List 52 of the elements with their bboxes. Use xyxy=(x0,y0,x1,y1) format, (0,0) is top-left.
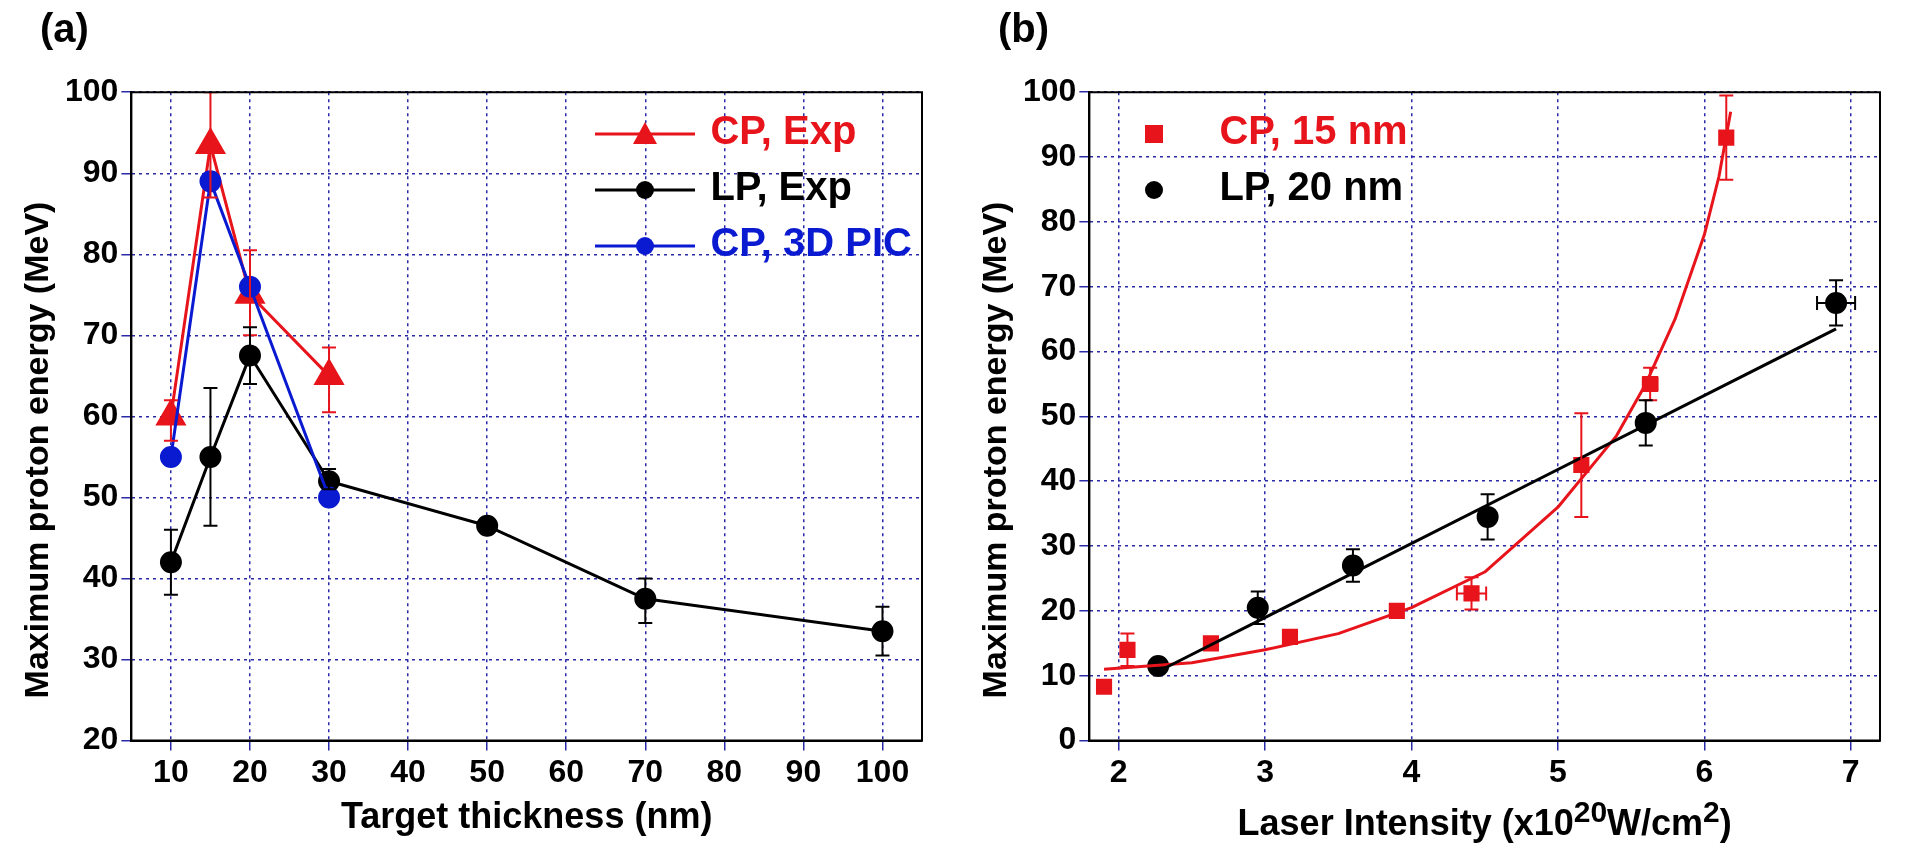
x-tick-label: 30 xyxy=(311,752,347,789)
y-tick-label: 10 xyxy=(1040,655,1077,692)
y-tick-label: 50 xyxy=(82,477,119,514)
point xyxy=(159,445,182,468)
legend-label: LP, 20 nm xyxy=(1219,164,1404,209)
point xyxy=(1119,641,1136,658)
legend-label: CP, 3D PIC xyxy=(710,220,912,265)
point xyxy=(318,486,341,509)
x-tick-label: 80 xyxy=(706,752,743,789)
y-tick-label: 60 xyxy=(82,396,119,433)
x-tick-label: 90 xyxy=(785,752,822,789)
legend-label: CP, 15 nm xyxy=(1219,108,1408,153)
y-tick-label: 80 xyxy=(82,234,119,271)
x-tick-label: 5 xyxy=(1549,752,1567,789)
y-tick-label: 60 xyxy=(1040,331,1077,368)
legend-label: LP, Exp xyxy=(710,164,852,209)
x-tick-label: 4 xyxy=(1402,752,1421,789)
y-tick-label: 70 xyxy=(82,315,119,352)
x-axis-title: Laser Intensity (x10$^{20}$W/cm$^{2}$) xyxy=(1237,795,1732,844)
y-tick-label: 30 xyxy=(82,639,119,676)
x-tick-label: 100 xyxy=(855,752,910,789)
chart-title: (b) xyxy=(998,6,1050,51)
y-tick-label: 40 xyxy=(1040,461,1077,498)
x-tick-label: 40 xyxy=(390,752,426,789)
x-tick-label: 50 xyxy=(469,752,505,789)
y-tick-label: 20 xyxy=(1040,590,1077,627)
y-tick-label: 50 xyxy=(1040,396,1077,433)
x-tick-label: 6 xyxy=(1695,752,1714,789)
x-tick-label: 2 xyxy=(1109,752,1128,789)
y-tick-label: 90 xyxy=(82,153,119,190)
legend-label: CP, Exp xyxy=(710,108,857,153)
y-tick-label: 40 xyxy=(82,558,119,595)
y-tick-label: 90 xyxy=(1040,136,1077,173)
y-tick-label: 30 xyxy=(1040,525,1077,562)
x-tick-label: 20 xyxy=(232,752,268,789)
x-tick-label: 60 xyxy=(548,752,585,789)
x-tick-label: 70 xyxy=(627,752,664,789)
x-tick-label: 10 xyxy=(153,752,189,789)
y-axis-title: Maximum proton energy (MeV) xyxy=(974,201,1014,699)
x-axis-title: Target thickness (nm) xyxy=(340,795,713,837)
y-tick-label: 0 xyxy=(1058,720,1077,757)
y-tick-label: 70 xyxy=(1040,266,1077,303)
y-axis-title: Maximum proton energy (MeV) xyxy=(16,201,56,699)
y-tick-label: 100 xyxy=(65,72,119,109)
point xyxy=(1095,678,1113,695)
x-tick-label: 7 xyxy=(1841,752,1860,789)
point xyxy=(476,514,499,537)
chart-title: (a) xyxy=(40,6,89,51)
y-tick-label: 100 xyxy=(1023,72,1077,109)
y-tick-label: 80 xyxy=(1040,201,1077,238)
x-tick-label: 3 xyxy=(1256,752,1274,789)
y-tick-label: 20 xyxy=(82,720,119,757)
